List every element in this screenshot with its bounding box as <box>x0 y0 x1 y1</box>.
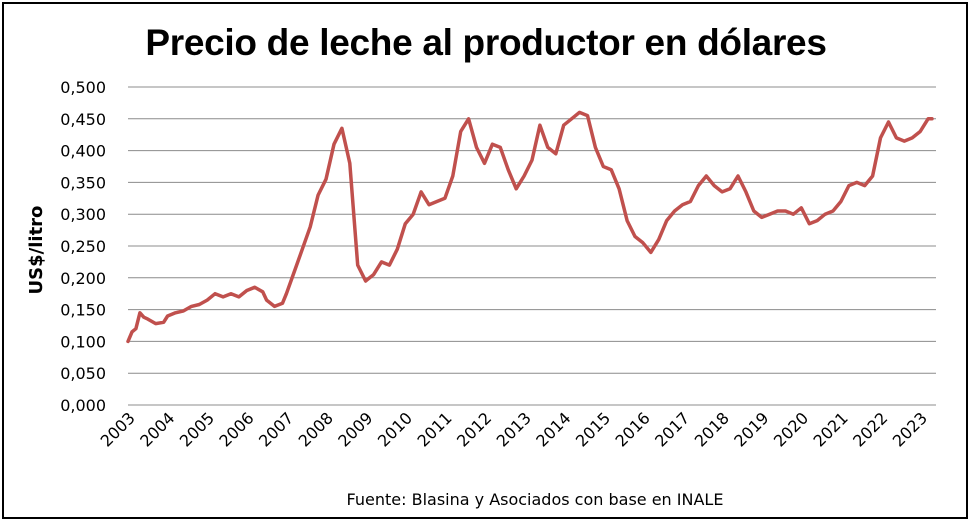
x-tick-label: 2009 <box>334 408 376 450</box>
y-tick-label: 0,400 <box>60 142 106 161</box>
x-tick-label: 2016 <box>612 408 654 450</box>
x-tick-label: 2005 <box>176 408 218 450</box>
gridlines <box>128 86 936 406</box>
y-tick-label: 0,000 <box>60 396 106 415</box>
y-tick-label: 0,050 <box>60 364 106 383</box>
x-tick-label: 2017 <box>651 408 693 450</box>
chart-title: Precio de leche al productor en dólares <box>145 22 827 63</box>
x-tick-label: 2006 <box>215 408 257 450</box>
y-axis-label: US$/litro <box>26 206 47 295</box>
x-tick-label: 2004 <box>136 408 178 450</box>
x-tick-label: 2022 <box>849 408 891 450</box>
y-tick-label: 0,450 <box>60 110 106 129</box>
x-tick-label: 2014 <box>532 408 574 450</box>
x-tick-label: 2023 <box>889 408 931 450</box>
x-tick-label: 2019 <box>730 408 772 450</box>
y-tick-label: 0,150 <box>60 301 106 320</box>
y-tick-label: 0,350 <box>60 173 106 192</box>
x-tick-labels: 2003200420052006200720082009201020112012… <box>97 408 931 450</box>
y-tick-label: 0,500 <box>60 78 106 97</box>
y-tick-label: 0,200 <box>60 269 106 288</box>
x-tick-label: 2011 <box>413 408 455 450</box>
series-line-milk-price <box>126 110 934 344</box>
x-tick-label: 2010 <box>374 408 416 450</box>
y-tick-labels: 0,000 0,050 0,100 0,150 0,200 0,250 0,300 0,350… <box>60 78 106 415</box>
chart-source-note: Fuente: Blasina y Asociados con base en … <box>346 490 724 509</box>
y-tick-label: 0,250 <box>60 237 106 256</box>
y-tick-label: 0,100 <box>60 332 106 351</box>
x-tick-label: 2018 <box>691 408 733 450</box>
x-tick-label: 2013 <box>493 408 535 450</box>
x-tick-label: 2021 <box>810 408 852 450</box>
x-tick-label: 2015 <box>572 408 614 450</box>
x-tick-label: 2012 <box>453 408 495 450</box>
x-tick-label: 2020 <box>770 408 812 450</box>
y-tick-label: 0,300 <box>60 205 106 224</box>
x-tick-label: 2008 <box>295 408 337 450</box>
x-tick-label: 2007 <box>255 408 297 450</box>
